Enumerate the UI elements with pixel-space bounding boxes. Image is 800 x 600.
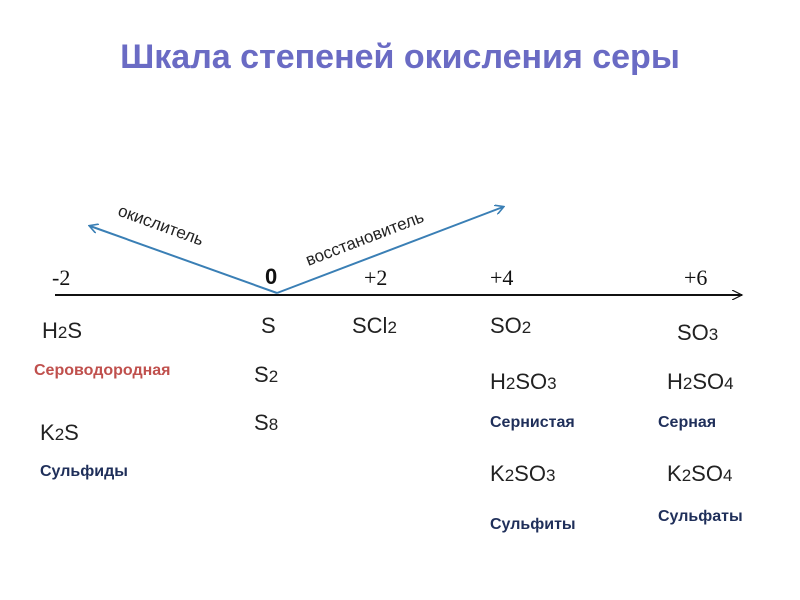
name-sulfates: Сульфаты [658,508,743,525]
formula-k2s: K2S [40,420,79,445]
formula-s2: S2 [254,362,279,387]
name-sulfites: Сульфиты [490,516,576,533]
tick-plus6: +6 [684,265,708,290]
formula-so3: SO3 [677,320,719,345]
name-hydrogen-sulfide: Сероводородная [34,362,171,379]
tick-zero: 0 [265,264,278,289]
tick-plus2: +2 [364,265,388,290]
formula-scl2: SCl2 [352,313,397,338]
formula-s: S [261,313,276,338]
formula-so2: SO2 [490,313,532,338]
oxidizer-arrow [90,226,278,294]
tick-plus4: +4 [490,265,514,290]
formula-h2so4: H2SO4 [667,369,734,394]
formula-k2so4: K2SO4 [667,461,733,486]
formula-k2so3: K2SO3 [490,461,556,486]
page-title: Шкала степеней окисления серы [120,38,680,76]
tick-minus2: -2 [52,265,71,290]
name-sulfurous-acid: Сернистая [490,414,575,431]
formula-s8: S8 [254,410,279,435]
name-sulfides: Сульфиды [40,463,128,480]
formula-h2s: H2S [42,318,83,343]
formula-h2so3: H2SO3 [490,369,557,394]
name-sulfuric-acid: Серная [658,414,717,431]
reducer-arrow [276,207,503,294]
